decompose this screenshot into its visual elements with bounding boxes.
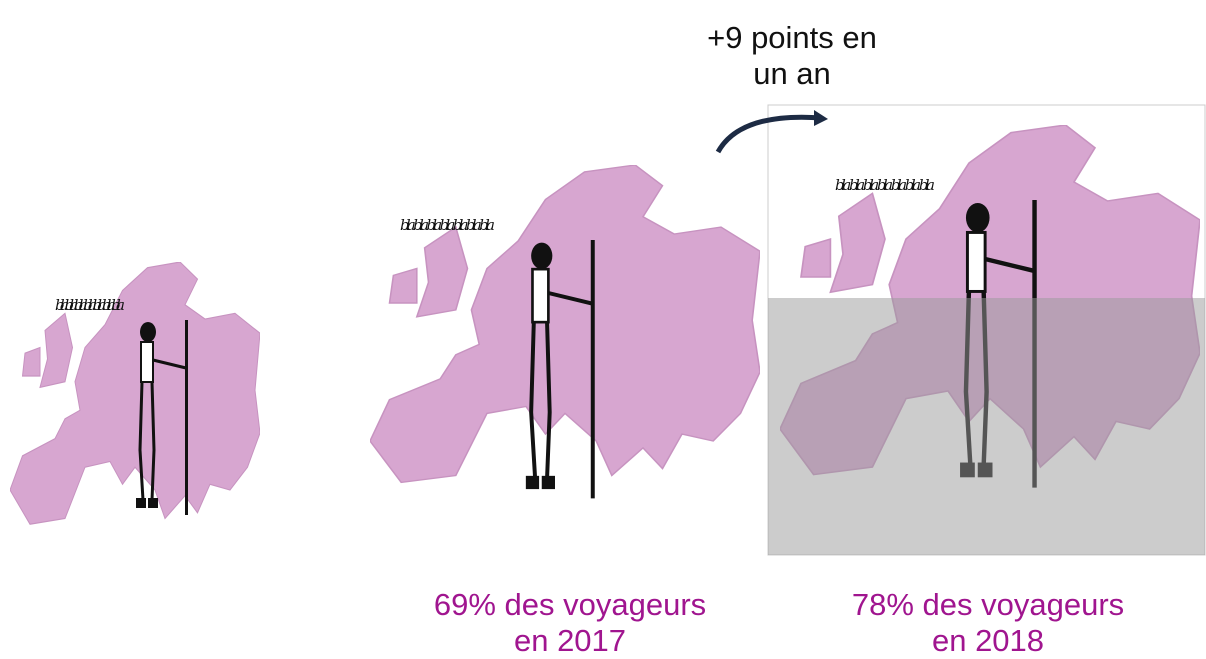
speech: bla bla bla bla bla bla bla (835, 176, 935, 194)
caption: 69% des voyageurs (434, 587, 706, 622)
caption: 78% des voyageurs (852, 587, 1124, 622)
annotation: un an (753, 56, 831, 91)
annotation: +9 points en (707, 20, 877, 55)
caption: en 2017 (514, 623, 626, 658)
arrow (715, 114, 823, 154)
highlight (768, 298, 1205, 555)
panel-2016: bla bla bla bla bla bla bla (10, 262, 260, 525)
caption: en 2018 (932, 623, 1044, 658)
panel-2018: bla bla bla bla bla bla bla (767, 104, 1206, 556)
arrow-head (814, 110, 828, 126)
speech: bla bla bla bla bla bla bla (400, 216, 495, 234)
panel-2017: bla bla bla bla bla bla bla (370, 165, 760, 498)
speech: bla bla bla bla bla bla bla (55, 296, 125, 314)
